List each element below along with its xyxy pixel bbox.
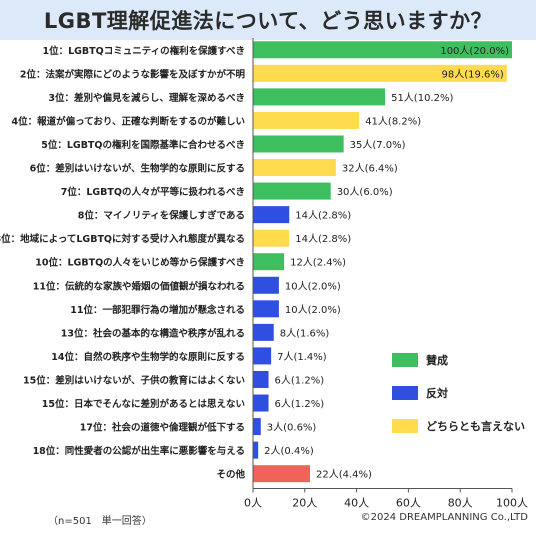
category-label: 5位：LGBTQの権利を国際基準に合わせるべき xyxy=(41,139,245,151)
category-label: その他 xyxy=(216,469,245,481)
value-label: 35人(7.0%) xyxy=(350,139,406,151)
bar xyxy=(253,441,259,459)
value-label: 2人(0.4%) xyxy=(264,445,314,457)
title-banner xyxy=(0,0,536,40)
x-tick-label: 20人 xyxy=(292,496,317,509)
category-label: 17位：社会の道徳や倫理観が低下する xyxy=(80,422,245,434)
category-label: 8位：マイノリティを保護しすぎである xyxy=(78,210,245,222)
x-tick-label: 40人 xyxy=(344,496,369,509)
category-label: 11位：一部犯罪行為の増加が懸念される xyxy=(70,304,245,316)
legend-swatch xyxy=(392,419,418,433)
bar xyxy=(253,465,310,483)
bar xyxy=(253,182,331,200)
bar xyxy=(253,253,285,271)
legend-label: 反対 xyxy=(426,386,448,400)
category-label: 8位：地域によってLGBTQに対する受け入れ態度が異なる xyxy=(0,233,245,245)
value-label: 30人(6.0%) xyxy=(337,186,393,198)
category-label: 1位：LGBTQコミュニティの権利を保護すべき xyxy=(42,45,245,57)
x-tick-label: 100人 xyxy=(496,496,528,509)
category-label: 14位：自然の秩序や生物学的な原則に反する xyxy=(51,351,245,363)
bar xyxy=(253,159,336,177)
bar xyxy=(253,394,269,412)
value-label: 10人(2.0%) xyxy=(285,304,341,316)
bar xyxy=(253,206,290,224)
legend-swatch xyxy=(392,386,418,400)
category-label: 7位：LGBTQの人々が平等に扱われるべき xyxy=(61,186,245,198)
bar xyxy=(253,64,507,82)
bar xyxy=(253,111,360,129)
chart-title: LGBT理解促進法について、どう思いますか？ xyxy=(43,9,493,33)
bar xyxy=(253,276,279,294)
value-label: 100人(20.0%) xyxy=(440,45,509,57)
bar xyxy=(253,41,512,59)
value-label: 3人(0.6%) xyxy=(267,422,317,434)
bar xyxy=(253,418,261,436)
value-label: 51人(10.2%) xyxy=(391,92,453,104)
copyright-text: ©2024 DREAMPLANNING Co.,LTD xyxy=(360,512,528,523)
value-label: 14人(2.8%) xyxy=(295,210,351,222)
legend-label: どちらとも言えない xyxy=(426,419,525,433)
category-label: 18位：同性愛者の公認が出生率に悪影響を与える xyxy=(33,445,245,457)
category-label: 15位：差別はいけないが、子供の教育にはよくない xyxy=(23,374,245,386)
value-label: 12人(2.4%) xyxy=(290,257,346,269)
legend-swatch xyxy=(392,353,418,367)
category-label: 3位：差別や偏見を減らし、理解を深めるべき xyxy=(48,92,245,104)
value-label: 7人(1.4%) xyxy=(277,351,327,363)
bar xyxy=(253,88,386,106)
category-label: 6位：差別はいけないが、生物学的な原則に反する xyxy=(30,163,245,175)
sample-note: （n=501 単一回答） xyxy=(48,516,152,527)
category-label: 10位：LGBTQの人々をいじめ等から保護すべき xyxy=(35,257,245,269)
value-label: 6人(1.2%) xyxy=(275,398,325,410)
bar xyxy=(253,135,344,153)
value-label: 32人(6.4%) xyxy=(342,163,398,175)
value-label: 8人(1.6%) xyxy=(280,327,330,339)
value-label: 41人(8.2%) xyxy=(365,115,421,127)
x-tick-label: 60人 xyxy=(396,496,421,509)
category-label: 4位：報道が偏っており、正確な判断をするのが難しい xyxy=(12,115,245,127)
legend-label: 賛成 xyxy=(426,353,448,367)
category-label: 13位：社会の基本的な構造や秩序が乱れる xyxy=(61,327,245,339)
category-label: 15位：日本でそんなに差別があるとは思えない xyxy=(42,398,245,410)
value-label: 10人(2.0%) xyxy=(285,280,341,292)
value-label: 14人(2.8%) xyxy=(295,233,351,245)
bar xyxy=(253,323,274,341)
value-label: 98人(19.6%) xyxy=(442,68,504,80)
bar xyxy=(253,229,290,247)
bar xyxy=(253,347,272,365)
value-label: 22人(4.4%) xyxy=(316,469,372,481)
x-tick-label: 0人 xyxy=(244,496,262,509)
x-tick-label: 80人 xyxy=(448,496,473,509)
bar xyxy=(253,300,279,318)
bar xyxy=(253,370,269,388)
category-label: 2位：法案が実際にどのような影響を及ぼすかが不明 xyxy=(20,68,246,80)
category-label: 11位：伝統的な家族や婚姻の価値観が損なわれる xyxy=(33,280,245,292)
value-label: 6人(1.2%) xyxy=(275,374,325,386)
